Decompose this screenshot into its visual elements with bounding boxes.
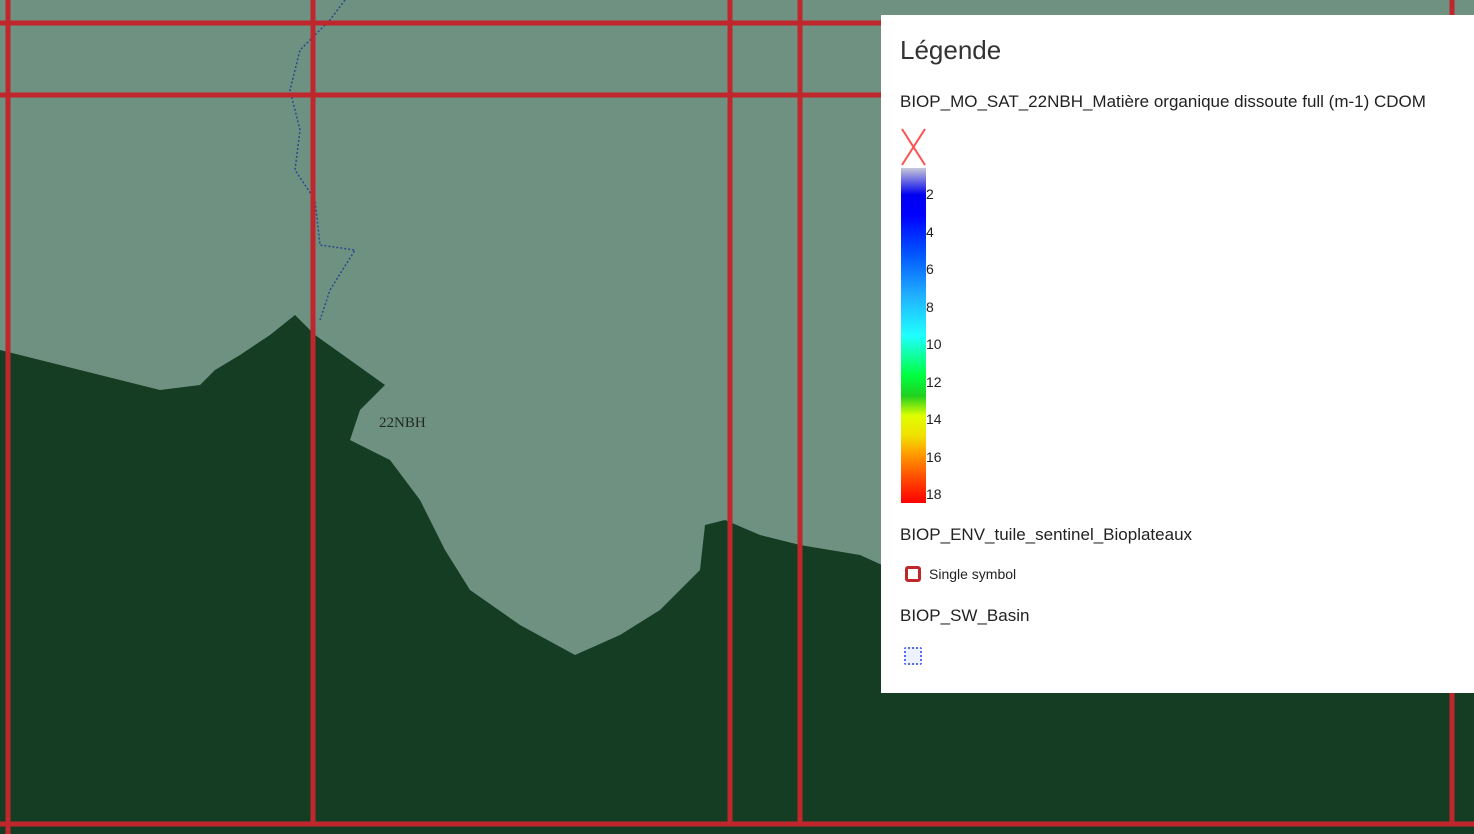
single-symbol-label: Single symbol: [929, 566, 1017, 582]
color-ramp: [901, 168, 926, 503]
ramp-tick-label: 14: [926, 411, 942, 427]
dotted-polygon-icon: [904, 647, 922, 665]
ramp-tick-label: 18: [926, 486, 942, 502]
ramp-tick-label: 16: [926, 448, 942, 465]
ramp-tick-label: 12: [926, 373, 942, 390]
legend-title: Légende: [900, 35, 1002, 65]
red-x-icon: [901, 128, 926, 166]
layer-basin-name: BIOP_SW_Basin: [900, 606, 1030, 625]
ramp-tick-label: 2: [926, 186, 934, 202]
tile-label: 22NBH: [379, 415, 426, 431]
ramp-tick-label: 6: [926, 261, 934, 277]
layer-cdom-name: BIOP_MO_SAT_22NBH_Matière organique diss…: [900, 92, 1426, 111]
legend-panel: Légende BIOP_MO_SAT_22NBH_Matière organi…: [881, 15, 1474, 693]
square-symbol-icon: [905, 566, 921, 582]
ramp-tick-label: 4: [926, 223, 934, 240]
ramp-tick-label: 8: [926, 298, 934, 315]
layer-tiles-name: BIOP_ENV_tuile_sentinel_Bioplateaux: [900, 525, 1193, 544]
ramp-tick-label: 10: [926, 336, 942, 352]
river-line: [289, 0, 357, 321]
